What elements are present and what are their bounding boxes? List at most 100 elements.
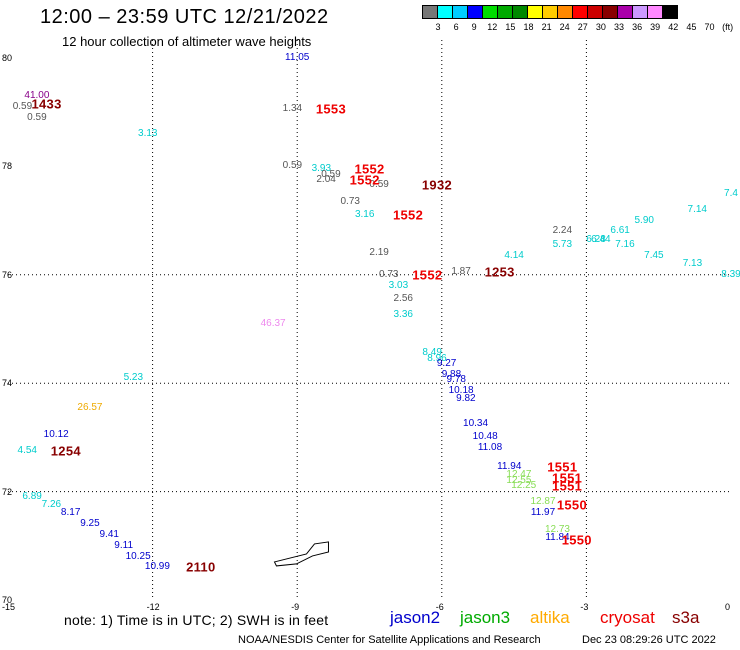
- wave-height-value: 3.36: [393, 309, 413, 321]
- wave-height-value: 5.73: [552, 238, 573, 250]
- color-swatch: [662, 5, 678, 19]
- color-swatch: [452, 5, 468, 19]
- x-tick-label: -15: [2, 602, 16, 612]
- pass-time-label: 1552: [354, 161, 385, 177]
- wave-height-value: 7.14: [687, 203, 707, 215]
- color-scale-label: 27: [577, 22, 588, 32]
- wave-height-value: 7.13: [682, 257, 703, 269]
- wave-height-value: 12.73: [544, 523, 570, 535]
- wave-height-value: 8.49: [422, 347, 442, 359]
- color-scale-label: 33: [613, 22, 625, 32]
- wave-height-value: 10.12: [43, 428, 69, 440]
- jan-mayen-island-outline: [273, 541, 329, 567]
- color-scale-label: 24: [559, 22, 570, 32]
- wave-height-value: 1.87: [451, 266, 471, 278]
- y-tick-label: 78: [2, 161, 13, 172]
- color-swatch: [587, 5, 603, 19]
- wave-height-value: 5.23: [123, 371, 144, 383]
- wave-height-value: 41.00: [24, 89, 50, 101]
- wave-height-value: 7.45: [644, 249, 664, 261]
- wave-height-value: 9.88: [441, 369, 462, 381]
- wave-height-value: 6.61: [610, 225, 630, 237]
- color-swatch: [527, 5, 543, 19]
- color-swatch: [557, 5, 573, 19]
- legend-altika: altika: [530, 608, 570, 627]
- color-swatch: [497, 5, 513, 19]
- color-scale-labels: 3 6 9 12 15 18 21 24 27 30 33 36 39 42 45 70 (ft): [422, 22, 740, 34]
- pass-time-label: 1552: [412, 267, 443, 283]
- map-plot-area: -15 -12 -9 -6 -3 0 80 78 76 74 72 70 11.05 41.00 0.59 0…: [2, 40, 740, 612]
- wave-height-value: 12.47: [506, 469, 532, 481]
- pass-time-label: 1552: [392, 207, 424, 223]
- wave-height-value: 7.4: [724, 187, 738, 199]
- color-scale-label: 3: [435, 22, 441, 32]
- wave-height-value: 12.25: [511, 480, 537, 492]
- color-scale-label: 21: [541, 22, 552, 32]
- wave-height-value: 11.97: [530, 507, 556, 519]
- color-swatch: [572, 5, 588, 19]
- wave-height-value: 12.87: [530, 496, 556, 508]
- color-swatch: [467, 5, 483, 19]
- y-tick-label: 74: [2, 378, 13, 389]
- wave-height-value: 3.16: [354, 209, 375, 221]
- color-swatch: [602, 5, 618, 19]
- wave-height-value: 0.59: [321, 168, 341, 180]
- pass-time-label: 1550: [556, 497, 587, 513]
- color-scale-label: 42: [668, 22, 679, 32]
- color-scale-label: 18: [523, 22, 534, 32]
- wave-height-value: 10.99: [144, 561, 170, 573]
- wave-height-value: 9.78: [446, 374, 466, 386]
- pass-time-label: 1551: [552, 478, 583, 494]
- x-tick-label: -3: [580, 602, 589, 612]
- wave-height-value: 3.93: [311, 163, 332, 175]
- x-tick-label: -12: [146, 602, 160, 612]
- wave-height-value: 11.84: [545, 531, 570, 543]
- wave-height-value: 6.28: [586, 233, 606, 245]
- wave-height-value: 9.11: [114, 539, 134, 551]
- wave-height-value: 8.39: [721, 268, 740, 280]
- color-swatch: [542, 5, 558, 19]
- y-tick-label: 76: [2, 269, 13, 280]
- pass-time-label: 1932: [421, 177, 453, 193]
- wave-height-value: 7.16: [615, 238, 635, 250]
- wave-height-value: 26.57: [77, 401, 103, 413]
- wave-height-value: 2.19: [369, 247, 389, 259]
- pass-time-label: 2110: [186, 559, 216, 575]
- color-scale-label: (ft): [722, 22, 734, 32]
- color-swatch: [647, 5, 663, 19]
- wave-height-value: 0.73: [340, 195, 360, 207]
- pass-time-label: 1254: [50, 443, 81, 459]
- wave-height-value: 11.94: [497, 461, 522, 473]
- wave-height-value: 4.54: [17, 444, 37, 456]
- wave-height-value: 2.56: [393, 293, 413, 305]
- color-scale-bar: [422, 5, 678, 19]
- color-swatch: [437, 5, 453, 19]
- wave-height-value: 46.37: [260, 317, 286, 329]
- color-swatch: [512, 5, 528, 19]
- color-scale-label: 12: [487, 22, 498, 32]
- color-scale-label: 15: [505, 22, 516, 32]
- map-subtitle: 12 hour collection of altimeter wave hei…: [62, 34, 312, 49]
- wave-height-value: 5.90: [634, 214, 654, 226]
- wave-height-value: 12.55: [506, 474, 532, 486]
- color-scale-label: 39: [650, 22, 661, 32]
- pass-time-label: 1550: [561, 532, 592, 548]
- wave-height-value: 6.89: [22, 491, 42, 503]
- wave-height-value: 10.18: [448, 385, 474, 397]
- legend-jason3: jason3: [460, 608, 511, 627]
- legend-jason2: jason2: [390, 608, 441, 627]
- color-scale-label: 6: [453, 22, 459, 32]
- pass-time-label: 1551: [552, 470, 583, 486]
- credit-line: NOAA/NESDIS Center for Satellite Applica…: [238, 634, 541, 646]
- wave-height-value: 0.59: [12, 100, 33, 112]
- wave-height-value: 2.24: [552, 225, 573, 237]
- wave-height-value: 10.48: [472, 431, 498, 443]
- wave-height-value: 10.34: [463, 417, 489, 429]
- wave-height-value: 9.25: [80, 518, 100, 530]
- wave-height-value: 8.96: [427, 352, 447, 364]
- wave-height-value: 11.08: [477, 442, 503, 454]
- pass-time-label: 1553: [315, 101, 346, 117]
- wave-height-value: 7.26: [41, 499, 62, 511]
- color-scale-label: 30: [595, 22, 606, 32]
- legend-note: note: 1) Time is in UTC; 2) SWH is in fe…: [64, 612, 329, 628]
